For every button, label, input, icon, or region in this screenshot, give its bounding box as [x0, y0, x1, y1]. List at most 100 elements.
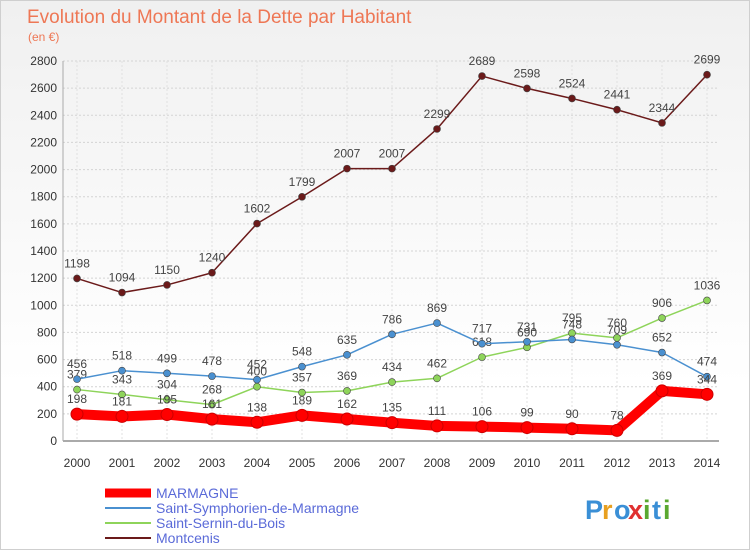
- data-point: [298, 193, 306, 201]
- data-point: [163, 281, 171, 289]
- data-label: 2299: [424, 107, 451, 121]
- data-label: 138: [247, 400, 267, 414]
- data-label: 1150: [154, 263, 180, 277]
- data-label: 748: [562, 317, 582, 331]
- x-tick-label: 2013: [649, 456, 676, 470]
- data-point: [478, 72, 486, 80]
- axes: 0 200 400 600 800 1000 1200 1400 1600 1800 2000 220…: [30, 54, 720, 470]
- brand-letter: o: [614, 495, 631, 525]
- data-label: 2699: [694, 53, 721, 67]
- legend: MARMAGNESaint-Symphorien-de-MarmagneSain…: [105, 485, 359, 546]
- data-label: 2689: [469, 54, 496, 68]
- data-label: 462: [427, 356, 447, 370]
- data-label: 90: [565, 407, 579, 421]
- data-point: [523, 84, 531, 93]
- x-tick-label: 2007: [379, 456, 406, 470]
- data-point: [208, 268, 216, 277]
- data-point: [523, 337, 531, 346]
- data-label: 717: [472, 322, 492, 336]
- y-tick-label: 1200: [30, 271, 57, 285]
- data-point: [565, 422, 579, 436]
- data-label: 2007: [334, 147, 361, 161]
- data-point: [118, 366, 126, 375]
- data-point: [163, 369, 171, 378]
- data-point: [208, 372, 216, 380]
- data-point: [73, 385, 81, 394]
- data-point: [70, 407, 84, 421]
- x-tick-label: 2005: [289, 456, 316, 470]
- y-tick-label: 2600: [30, 81, 57, 95]
- data-point: [118, 390, 126, 399]
- data-point: [343, 164, 351, 173]
- data-label: 760: [607, 316, 627, 330]
- y-tick-label: 1600: [30, 217, 57, 231]
- data-label: 731: [517, 320, 537, 334]
- data-label: 198: [67, 392, 87, 406]
- data-label: 452: [247, 358, 267, 372]
- data-label: 99: [520, 406, 534, 420]
- brand-letter: i: [643, 495, 651, 525]
- data-point: [388, 378, 396, 386]
- brand-letter: x: [628, 495, 643, 525]
- data-point: [205, 412, 219, 426]
- data-label: 652: [652, 331, 672, 345]
- data-point: [658, 119, 666, 127]
- data-point: [295, 408, 309, 422]
- data-label: 1240: [199, 251, 226, 265]
- data-label: 690: [517, 325, 537, 339]
- x-tick-label: 2001: [109, 456, 136, 470]
- data-point: [208, 400, 216, 409]
- data-label: 369: [652, 369, 672, 383]
- brand-letter: t: [652, 495, 661, 525]
- data-label: 2007: [379, 147, 406, 161]
- brand-letter: P: [585, 495, 603, 525]
- y-tick-label: 600: [37, 353, 57, 367]
- data-label: 786: [382, 312, 402, 326]
- y-tick-label: 1400: [30, 244, 57, 258]
- data-label: 268: [202, 383, 222, 397]
- y-tick-label: 2400: [30, 108, 57, 122]
- data-label: 2441: [604, 88, 631, 102]
- data-point: [568, 94, 576, 103]
- data-point: [253, 382, 261, 391]
- data-label: 304: [157, 378, 177, 392]
- chart-subtitle: (en €): [28, 30, 59, 44]
- data-label: 456: [67, 357, 87, 371]
- x-tick-label: 2012: [604, 456, 631, 470]
- brand-letter: r: [602, 495, 613, 525]
- data-point: [703, 372, 711, 381]
- data-label: 869: [427, 301, 447, 315]
- data-label: 434: [382, 360, 402, 374]
- data-label: 344: [697, 372, 717, 386]
- data-point: [115, 409, 129, 423]
- data-label: 1198: [64, 256, 90, 270]
- series-line-3: [76, 73, 708, 294]
- chart-title: Evolution du Montant de la Dette par Hab…: [27, 7, 412, 28]
- y-tick-label: 800: [37, 325, 57, 339]
- data-point: [658, 314, 666, 322]
- legend-label: Saint-Sernin-du-Bois: [156, 515, 285, 531]
- x-tick-label: 2008: [424, 456, 451, 470]
- data-point: [385, 416, 399, 430]
- x-tick-label: 2010: [514, 456, 541, 470]
- legend-label: Montcenis: [156, 530, 220, 546]
- x-tick-label: 2009: [469, 456, 496, 470]
- data-label: 1094: [109, 271, 136, 285]
- data-point: [388, 330, 396, 339]
- data-label: 499: [157, 351, 177, 365]
- data-label: 474: [697, 355, 717, 369]
- data-point: [250, 415, 264, 429]
- data-point: [298, 388, 306, 397]
- data-point: [478, 339, 486, 348]
- data-label: 343: [112, 372, 132, 386]
- data-label: 1799: [289, 175, 316, 189]
- data-point: [700, 387, 714, 401]
- data-point: [253, 375, 261, 384]
- legend-label: MARMAGNE: [156, 485, 238, 501]
- data-point: [343, 351, 351, 359]
- data-label: 2344: [649, 101, 676, 115]
- data-point: [298, 362, 306, 371]
- data-label: 795: [562, 311, 582, 325]
- data-point: [655, 384, 669, 398]
